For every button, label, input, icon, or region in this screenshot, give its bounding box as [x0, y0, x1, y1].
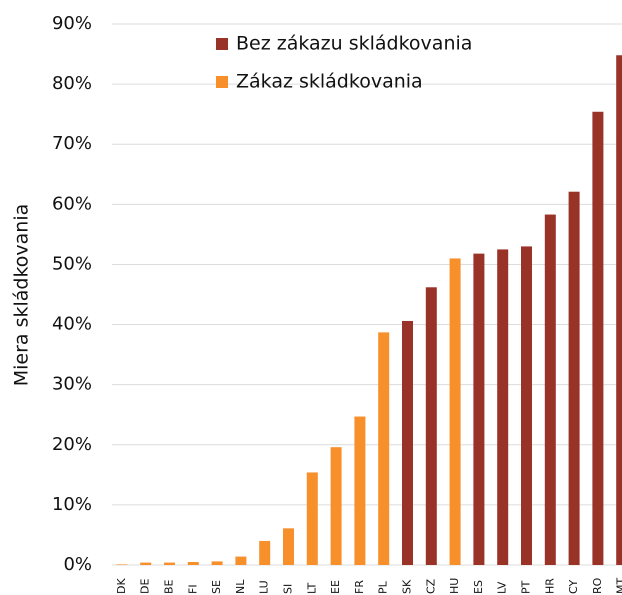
bar: [592, 111, 604, 566]
bar: [497, 249, 509, 565]
x-tick-label: RO: [591, 577, 604, 594]
y-tick-label: 80%: [52, 73, 92, 94]
x-tick-label: ES: [472, 580, 485, 594]
bar: [521, 246, 532, 565]
x-tick-label: PL: [377, 580, 390, 594]
x-tick-label: LV: [496, 581, 509, 594]
legend-swatch: [216, 76, 228, 88]
legend-label: Zákaz skládkovania: [236, 71, 423, 93]
bar: [235, 556, 247, 565]
bar: [568, 191, 580, 565]
x-tick-label: PT: [520, 580, 533, 594]
bar: [616, 55, 622, 565]
bar: [259, 540, 271, 565]
bar: [140, 562, 152, 565]
bar: [330, 447, 342, 565]
x-tick-label: FI: [186, 584, 199, 594]
x-tick-label: FR: [353, 580, 366, 594]
y-tick-label: 10%: [52, 494, 92, 515]
x-tick-label: HR: [543, 578, 556, 594]
x-tick-label: EE: [329, 580, 342, 594]
x-tick-label: DK: [115, 578, 128, 594]
y-tick-label: 60%: [52, 193, 92, 214]
bar: [211, 561, 223, 565]
bar: [164, 562, 175, 565]
bar: [306, 472, 318, 565]
bar: [283, 528, 294, 565]
x-tick-label: MT: [615, 578, 622, 594]
bar: [425, 287, 437, 565]
y-tick-label: 90%: [52, 13, 92, 34]
bar: [187, 561, 199, 565]
y-tick-label: 0%: [63, 554, 92, 575]
y-tick-label: 70%: [52, 133, 92, 154]
bar: [116, 564, 128, 565]
x-tick-label: SK: [401, 579, 414, 594]
y-axis-label: Miera skládkovania: [11, 204, 33, 387]
y-tick-label: 40%: [52, 314, 92, 335]
bar: [449, 258, 461, 565]
x-tick-label: CZ: [424, 578, 437, 594]
legend-label: Bez zákazu skládkovania: [236, 33, 472, 55]
bar: [544, 214, 556, 565]
bar: [473, 253, 485, 565]
bar: [402, 320, 413, 565]
x-tick-label: CY: [567, 580, 580, 594]
y-tick-label: 30%: [52, 374, 92, 395]
y-tick-label: 50%: [52, 253, 92, 274]
x-tick-label: DE: [139, 579, 152, 594]
x-tick-label: LU: [258, 580, 271, 594]
legend-swatch: [216, 38, 228, 50]
y-tick-label: 20%: [52, 434, 92, 455]
bar: [378, 332, 390, 565]
x-tick-label: SE: [210, 580, 223, 594]
x-tick-label: HU: [448, 578, 461, 594]
x-tick-label: BE: [163, 579, 176, 594]
bar: [354, 416, 366, 565]
x-tick-label: LT: [305, 582, 318, 594]
x-tick-label: NL: [234, 579, 247, 594]
x-tick-label: SI: [282, 584, 295, 594]
